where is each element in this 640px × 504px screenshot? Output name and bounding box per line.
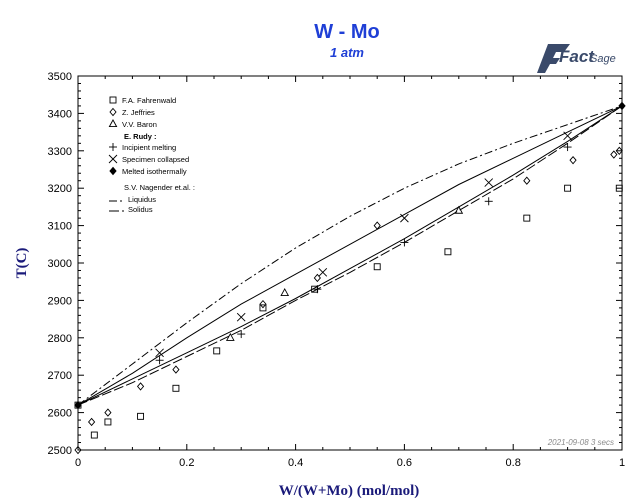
point-x <box>484 178 494 187</box>
y-tick-label: 3000 <box>48 258 72 270</box>
x-tick-label: 0.2 <box>179 457 194 469</box>
legend-marker-plus <box>109 143 117 151</box>
phase-boundary-curves <box>77 105 623 406</box>
legend-label: Incipient melting <box>122 143 176 152</box>
point-filled-diamond <box>74 400 82 410</box>
liquidus-curve-0 <box>77 105 623 406</box>
point-plus <box>563 143 572 152</box>
legend: F.A. Fahrenwald Z. Jeffries V.V. Baron E. R… <box>108 96 195 214</box>
legend-marker-triangle <box>108 119 118 128</box>
phase-boundary-curve-2 <box>77 105 623 406</box>
x-tick-label: 1 <box>619 457 625 469</box>
point-x <box>318 268 328 277</box>
point-diamond <box>259 299 267 309</box>
point-diamond <box>136 382 145 391</box>
point-x <box>155 348 164 358</box>
x-tick-label: 0 <box>75 457 81 469</box>
legend-label: Z. Jeffries <box>122 108 155 117</box>
point-diamond <box>74 445 82 455</box>
point-square <box>523 214 531 222</box>
point-square <box>615 184 623 192</box>
point-plus <box>237 330 246 339</box>
point-diamond <box>569 155 577 165</box>
y-tick-label: 2600 <box>48 408 72 420</box>
point-x <box>400 213 409 223</box>
y-tick-label: 3300 <box>48 146 72 158</box>
x-tick-label: 0.8 <box>506 457 521 469</box>
legend-group-header: E. Rudy : <box>124 132 157 141</box>
y-tick-label: 2900 <box>48 295 72 307</box>
point-square <box>90 431 98 439</box>
experimental-points <box>74 101 626 455</box>
legend-marker-diamond <box>109 107 117 117</box>
timestamp: 2021-09-08 3 secs <box>547 438 614 447</box>
solidus-curve-1 <box>77 105 623 406</box>
legend-label: Liquidus <box>128 195 156 204</box>
logo-text-fact: Fact <box>559 47 595 66</box>
logo-mark-icon <box>537 44 570 73</box>
legend-label: Specimen collapsed <box>122 155 189 164</box>
legend-label: V.V. Baron <box>122 120 157 129</box>
x-tick-label: 0.4 <box>288 457 303 469</box>
x-tick-label: 0.6 <box>397 457 412 469</box>
point-square <box>104 418 112 426</box>
point-plus <box>313 285 322 294</box>
point-diamond <box>615 146 623 155</box>
point-square <box>564 184 572 192</box>
point-x <box>563 131 572 141</box>
point-diamond <box>523 176 531 185</box>
point-square <box>259 304 267 312</box>
y-tick-label: 2500 <box>48 445 72 457</box>
point-diamond <box>88 417 96 427</box>
point-square <box>172 384 180 392</box>
point-plus <box>484 197 493 206</box>
factsage-logo: Fact Sage <box>537 44 616 73</box>
point-filled-diamond <box>618 101 626 111</box>
point-diamond <box>313 273 321 283</box>
point-plus <box>155 356 164 365</box>
y-axis-label: T(C) <box>14 248 30 279</box>
y-tick-label: 3100 <box>48 221 72 233</box>
point-square <box>444 248 452 256</box>
y-tick-label: 2800 <box>48 333 72 345</box>
legend-label: F.A. Fahrenwald <box>122 96 176 105</box>
y-tick-label: 2700 <box>48 370 72 382</box>
point-x <box>236 312 246 322</box>
logo-text-sage: Sage <box>590 53 616 65</box>
phase-boundary-curve-3 <box>77 105 623 406</box>
point-plus <box>400 238 409 247</box>
point-diamond <box>610 150 618 159</box>
point-diamond <box>104 408 112 417</box>
legend-marker-x <box>108 154 118 164</box>
legend-label: Solidus <box>128 205 153 214</box>
y-tick-label: 3200 <box>48 183 72 195</box>
point-square <box>373 263 381 271</box>
point-triangle <box>225 332 235 341</box>
axis-ticks: 0 0.2 0.4 0.6 0.8 1 2500 2600 2700 2800 2900 3000 31… <box>48 71 626 469</box>
x-axis-label: W/(W+Mo) (mol/mol) <box>279 483 420 499</box>
point-square <box>137 412 145 420</box>
y-tick-label: 3400 <box>48 108 72 120</box>
legend-group-header: S.V. Nagender et.al. : <box>124 183 195 192</box>
plot-frame <box>77 75 623 451</box>
chart-subtitle: 1 atm <box>330 45 364 60</box>
legend-marker-square <box>109 96 117 104</box>
point-triangle <box>280 287 290 296</box>
point-triangle <box>454 205 464 214</box>
point-diamond <box>172 365 180 374</box>
point-diamond <box>373 221 381 230</box>
chart-title: W - Mo <box>314 21 380 43</box>
legend-marker-filled-diamond <box>109 166 117 176</box>
point-square <box>213 347 221 355</box>
legend-label: Melted isothermally <box>122 167 187 176</box>
y-tick-label: 3500 <box>48 71 72 83</box>
